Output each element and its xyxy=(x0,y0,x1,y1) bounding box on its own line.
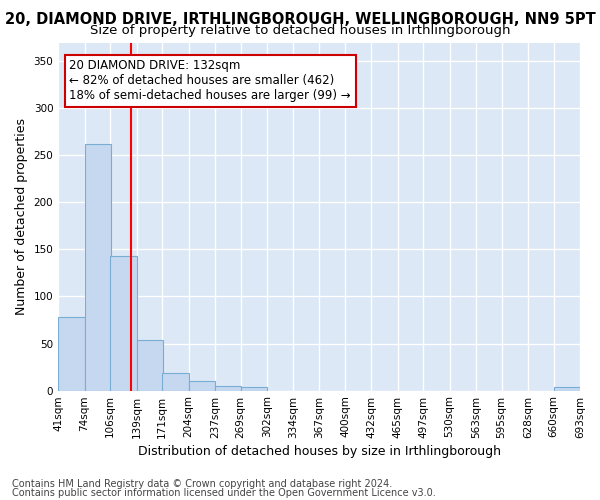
Bar xyxy=(162,372,188,390)
Bar xyxy=(241,387,267,390)
Text: 20 DIAMOND DRIVE: 132sqm
← 82% of detached houses are smaller (462)
18% of semi-: 20 DIAMOND DRIVE: 132sqm ← 82% of detach… xyxy=(70,60,351,102)
Bar xyxy=(58,317,85,390)
Text: Size of property relative to detached houses in Irthlingborough: Size of property relative to detached ho… xyxy=(90,24,510,37)
Bar xyxy=(554,387,580,390)
X-axis label: Distribution of detached houses by size in Irthlingborough: Distribution of detached houses by size … xyxy=(137,444,500,458)
Bar xyxy=(110,256,137,390)
Bar xyxy=(85,144,111,390)
Bar xyxy=(215,386,241,390)
Bar xyxy=(188,381,215,390)
Text: Contains public sector information licensed under the Open Government Licence v3: Contains public sector information licen… xyxy=(12,488,436,498)
Bar xyxy=(137,340,163,390)
Text: Contains HM Land Registry data © Crown copyright and database right 2024.: Contains HM Land Registry data © Crown c… xyxy=(12,479,392,489)
Text: 20, DIAMOND DRIVE, IRTHLINGBOROUGH, WELLINGBOROUGH, NN9 5PT: 20, DIAMOND DRIVE, IRTHLINGBOROUGH, WELL… xyxy=(5,12,595,28)
Y-axis label: Number of detached properties: Number of detached properties xyxy=(15,118,28,315)
